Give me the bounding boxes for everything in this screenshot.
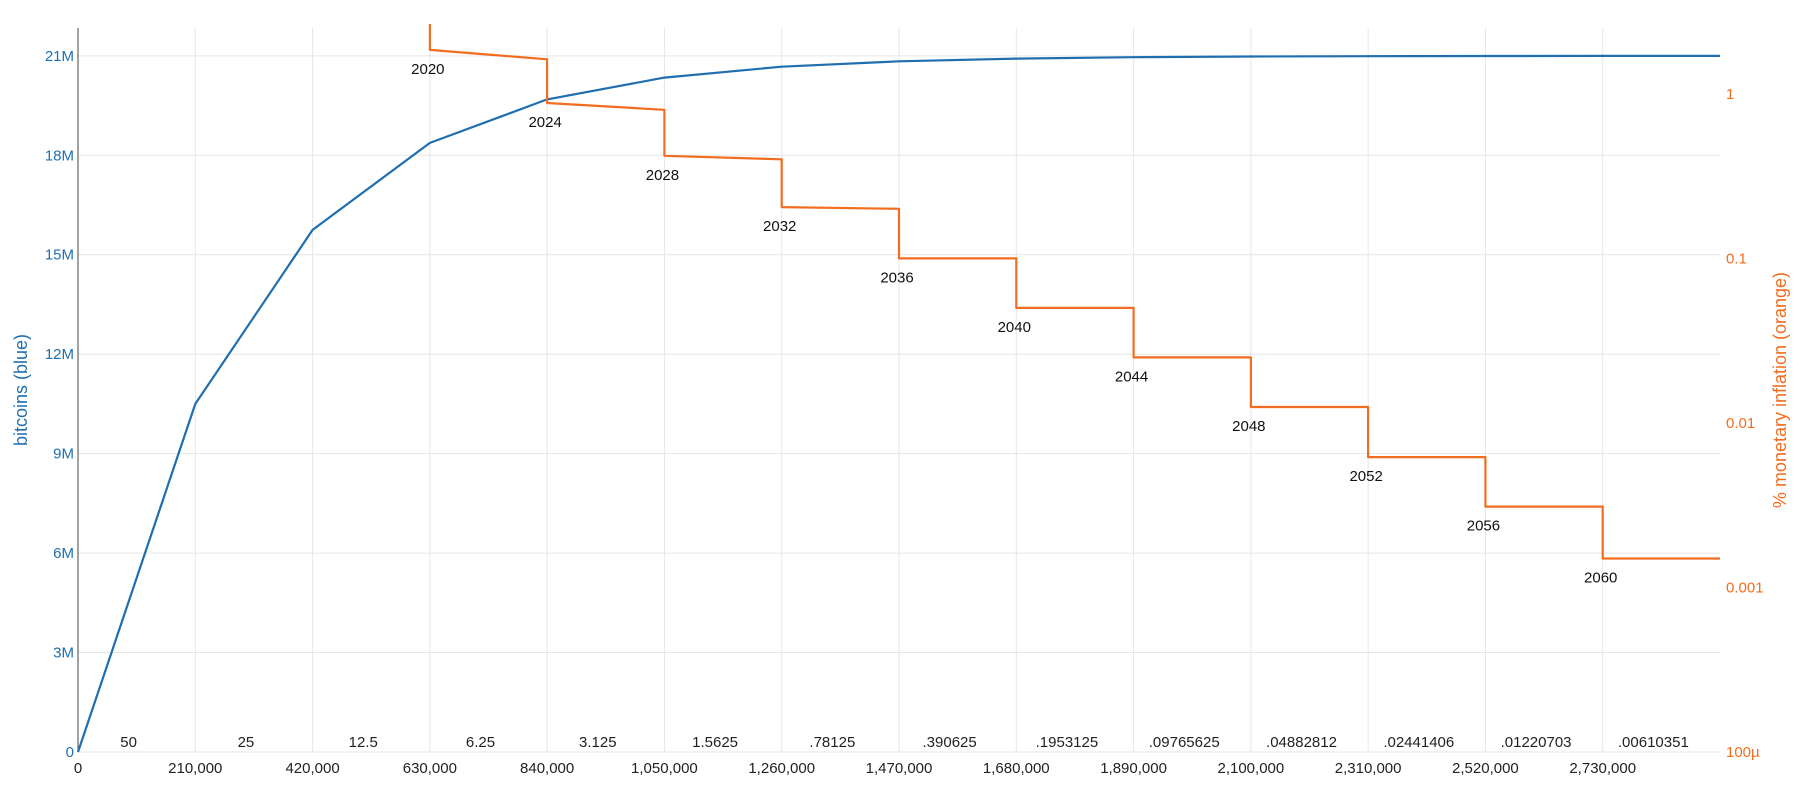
block-reward-label: 50: [120, 734, 137, 751]
block-reward-label: 12.5: [349, 734, 378, 751]
block-reward-label: .01220703: [1501, 734, 1572, 751]
y-left-tick-label: 6M: [53, 545, 74, 562]
labels: 0 210,000 420,000 630,000 840,000 1,050,000 1,…: [11, 48, 1790, 777]
x-tick-label: 2,730,000: [1569, 760, 1636, 777]
series: [76, 24, 1720, 753]
y-left-tick-label: 3M: [53, 645, 74, 662]
y-left-tick-label: 18M: [45, 147, 74, 164]
block-reward-label: .1953125: [1036, 734, 1099, 751]
y-left-tick-label: 9M: [53, 446, 74, 463]
block-reward-label: .390625: [923, 734, 977, 751]
block-reward-label: .09765625: [1149, 734, 1220, 751]
inflation-rate-line: [428, 24, 1720, 560]
block-reward-label: 3.125: [579, 734, 617, 751]
block-reward-label: 1.5625: [692, 734, 738, 751]
x-tick-label: 1,890,000: [1100, 760, 1167, 777]
x-tick-label: 2,310,000: [1335, 760, 1402, 777]
y-left-axis-title: bitcoins (blue): [11, 334, 31, 446]
y-right-tick-label: 1: [1726, 86, 1734, 103]
bitcoin-supply-line: [76, 54, 1720, 753]
block-reward-label: 6.25: [466, 734, 495, 751]
y-right-tick-label: 100µ: [1726, 744, 1760, 761]
year-annotation: 2040: [998, 319, 1031, 336]
grid: [77, 28, 1720, 753]
year-annotation: 2044: [1115, 368, 1148, 385]
x-tick-label: 1,470,000: [866, 760, 933, 777]
year-annotation: 2036: [880, 269, 913, 286]
y-right-tick-label: 0.01: [1726, 415, 1755, 432]
y-left-tick-label: 12M: [45, 346, 74, 363]
block-reward-label: .00610351: [1618, 734, 1689, 751]
x-tick-label: 0: [74, 760, 82, 777]
x-tick-label: 420,000: [285, 760, 339, 777]
year-annotation: 2052: [1349, 468, 1382, 485]
x-tick-label: 1,680,000: [983, 760, 1050, 777]
year-annotation: 2056: [1467, 518, 1500, 535]
y-left-tick-label: 15M: [45, 247, 74, 264]
year-annotation: 2020: [411, 61, 444, 78]
x-tick-label: 1,050,000: [631, 760, 698, 777]
x-tick-label: 210,000: [168, 760, 222, 777]
year-annotation: 2060: [1584, 569, 1617, 586]
year-annotation: 2024: [528, 114, 561, 131]
block-reward-label: .04882812: [1266, 734, 1337, 751]
y-right-tick-label: 0.1: [1726, 250, 1747, 267]
y-left-tick-label: 21M: [45, 48, 74, 65]
x-tick-label: 2,100,000: [1217, 760, 1284, 777]
year-annotation: 2048: [1232, 418, 1265, 435]
block-reward-label: .02441406: [1383, 734, 1454, 751]
x-tick-label: 1,260,000: [748, 760, 815, 777]
block-reward-label: 25: [238, 734, 255, 751]
x-tick-label: 630,000: [403, 760, 457, 777]
y-right-axis-title: % monetary inflation (orange): [1770, 272, 1790, 508]
x-tick-label: 840,000: [520, 760, 574, 777]
y-right-tick-label: 0.001: [1726, 579, 1764, 596]
block-reward-label: .78125: [809, 734, 855, 751]
year-annotation: 2028: [646, 167, 679, 184]
y-left-tick-label: 0: [66, 744, 74, 761]
x-tick-label: 2,520,000: [1452, 760, 1519, 777]
year-annotation: 2032: [763, 218, 796, 235]
